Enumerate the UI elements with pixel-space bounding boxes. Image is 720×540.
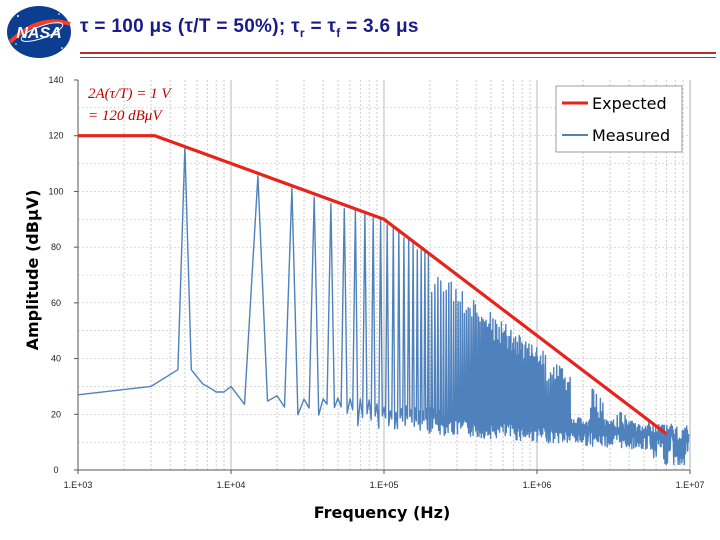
legend-label-expected: Expected [592,94,667,113]
y-tick-label: 100 [48,186,63,196]
title-rule-thin [80,57,716,58]
slide-title: τ = 100 μs (τ/T = 50%); τr = τf = 3.6 μs [80,16,419,40]
y-axis-title: Amplitude (dBμV) [23,190,42,351]
title-rule [80,52,716,54]
nasa-logo-icon: NASA [7,6,71,58]
chart-legend: Expected Measured [555,85,683,153]
slide-header: NASA τ = 100 μs (τ/T = 50%); τr = τf = 3… [0,0,720,70]
y-tick-label: 80 [51,242,61,252]
series-expected-line [78,134,668,436]
y-tick-label: 40 [51,354,61,364]
y-tick-labels: 0 20 40 60 80 100 120 140 [48,75,78,475]
y-tick-label: 20 [51,409,61,419]
svg-text:NASA: NASA [16,25,61,42]
legend-box [555,85,683,153]
x-tick-label: 1.E+05 [370,480,399,490]
legend-label-measured: Measured [592,126,670,145]
series-measured-line [77,146,690,466]
x-tick-label: 1.E+06 [523,480,552,490]
x-tick-label: 1.E+07 [676,480,705,490]
y-tick-label: 60 [51,298,61,308]
x-tick-labels: 1.E+03 1.E+04 1.E+05 1.E+06 1.E+07 [64,470,705,490]
annotation-amplitude: 2A(τ/T) = 1 V [88,86,172,102]
y-tick-label: 120 [48,131,63,141]
x-axis-title: Frequency (Hz) [314,503,451,522]
x-tick-label: 1.E+03 [64,480,93,490]
annotation-dbuv: = 120 dBμV [88,108,163,124]
x-tick-label: 1.E+04 [217,480,246,490]
y-tick-label: 140 [48,75,63,85]
y-tick-label: 0 [53,465,58,475]
series-layer [77,134,690,466]
